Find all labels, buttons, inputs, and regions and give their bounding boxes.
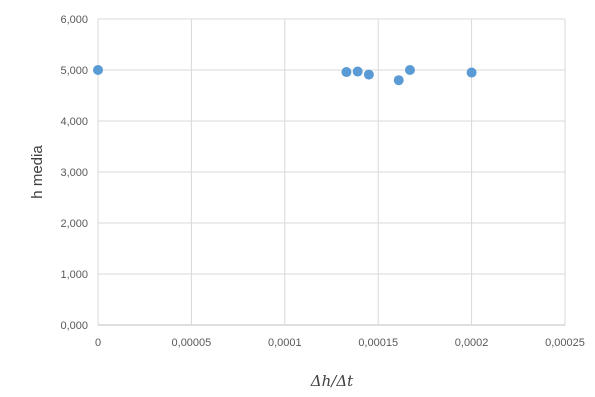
y-tick-label-3: 3,000 xyxy=(60,167,88,179)
x-tick-label-3: 0,00015 xyxy=(358,337,398,349)
y-tick-label-2: 2,000 xyxy=(60,218,88,230)
y-tick-label-6: 6,000 xyxy=(60,14,88,26)
data-point-0-3 xyxy=(363,69,374,80)
data-point-0-5 xyxy=(404,65,415,75)
y-tick-label-4: 4,000 xyxy=(60,116,88,128)
x-axis-tick-labels: 0 0,00005 0,0001 0,00015 0,0002 0,00025 xyxy=(95,337,585,349)
x-tick-label-0: 0 xyxy=(95,337,101,349)
x-tick-label-5: 0,00025 xyxy=(545,337,585,349)
x-tick-label-4: 0,0002 xyxy=(455,337,489,349)
y-axis-tick-labels: 0,000 1,000 2,000 3,000 4,000 5,000 6,000 xyxy=(60,14,88,332)
data-point-0-0 xyxy=(93,65,103,75)
data-point-0-2 xyxy=(352,66,363,77)
x-axis-title: Δh/Δt xyxy=(310,372,354,390)
data-point-0-4 xyxy=(393,75,404,86)
gridlines xyxy=(97,18,566,326)
data-point-0-6 xyxy=(466,67,477,78)
y-tick-label-1: 1,000 xyxy=(60,269,88,281)
data-points xyxy=(93,65,477,86)
y-axis-title: h media xyxy=(29,145,46,199)
x-tick-label-2: 0,0001 xyxy=(268,337,302,349)
y-tick-label-5: 5,000 xyxy=(60,65,88,77)
x-tick-label-1: 0,00005 xyxy=(172,337,212,349)
y-tick-label-0: 0,000 xyxy=(60,320,88,332)
data-point-0-1 xyxy=(341,67,352,78)
